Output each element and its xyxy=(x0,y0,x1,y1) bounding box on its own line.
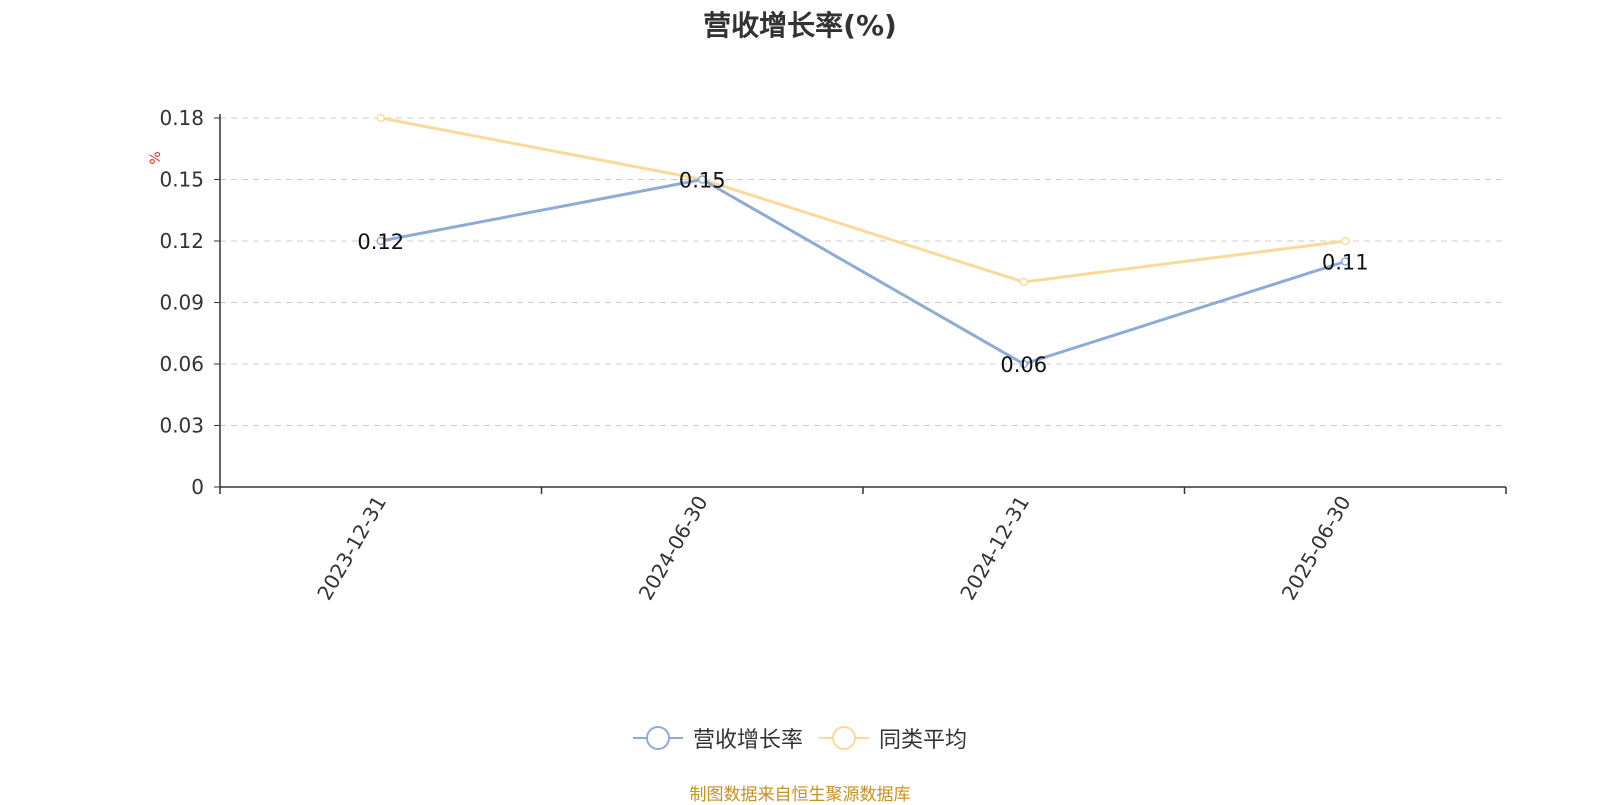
data-label: 0.15 xyxy=(679,169,726,193)
data-point xyxy=(1341,257,1350,266)
data-point xyxy=(376,113,385,123)
legend-line-circle-icon xyxy=(632,726,683,750)
data-point xyxy=(1019,277,1028,287)
y-tick-label: 0.15 xyxy=(159,168,204,192)
legend-label-peer-average: 同类平均 xyxy=(879,728,968,753)
x-tick-label: 2024-12-31 xyxy=(955,492,1034,605)
y-tick-label: 0.18 xyxy=(159,106,204,130)
y-tick-label: 0.09 xyxy=(159,291,204,315)
y-tick-label: 0.06 xyxy=(159,352,204,376)
y-axis-unit-label: % xyxy=(148,151,164,164)
x-tick-label: 2025-06-30 xyxy=(1277,492,1356,605)
x-tick-label: 2024-06-30 xyxy=(634,492,713,605)
data-label: 0.11 xyxy=(1322,251,1369,275)
data-point xyxy=(1019,359,1028,369)
chart-legend: 营收增长率 同类平均 xyxy=(0,722,1600,754)
series-line-0 xyxy=(380,178,1346,366)
legend-label-revenue-growth: 营收增长率 xyxy=(692,728,803,753)
data-label: 0.06 xyxy=(1000,353,1047,377)
data-point xyxy=(698,175,707,184)
data-source-note: 制图数据来自恒生聚源数据库 xyxy=(689,785,911,805)
legend-item-peer-average[interactable]: 同类平均 xyxy=(819,722,967,754)
y-tick-label: 0 xyxy=(191,475,204,499)
chart-title: 营收增长率(%) xyxy=(703,9,897,42)
data-point xyxy=(1341,236,1350,246)
y-tick-label: 0.12 xyxy=(159,229,204,253)
data-label: 0.12 xyxy=(357,230,404,254)
x-tick-label: 2023-12-31 xyxy=(312,492,391,605)
y-tick-label: 0.03 xyxy=(159,414,204,438)
legend-item-revenue-growth[interactable]: 营收增长率 xyxy=(632,722,803,754)
legend-line-circle-icon xyxy=(819,726,869,750)
data-point xyxy=(376,236,385,246)
series-line-1 xyxy=(380,116,1346,284)
